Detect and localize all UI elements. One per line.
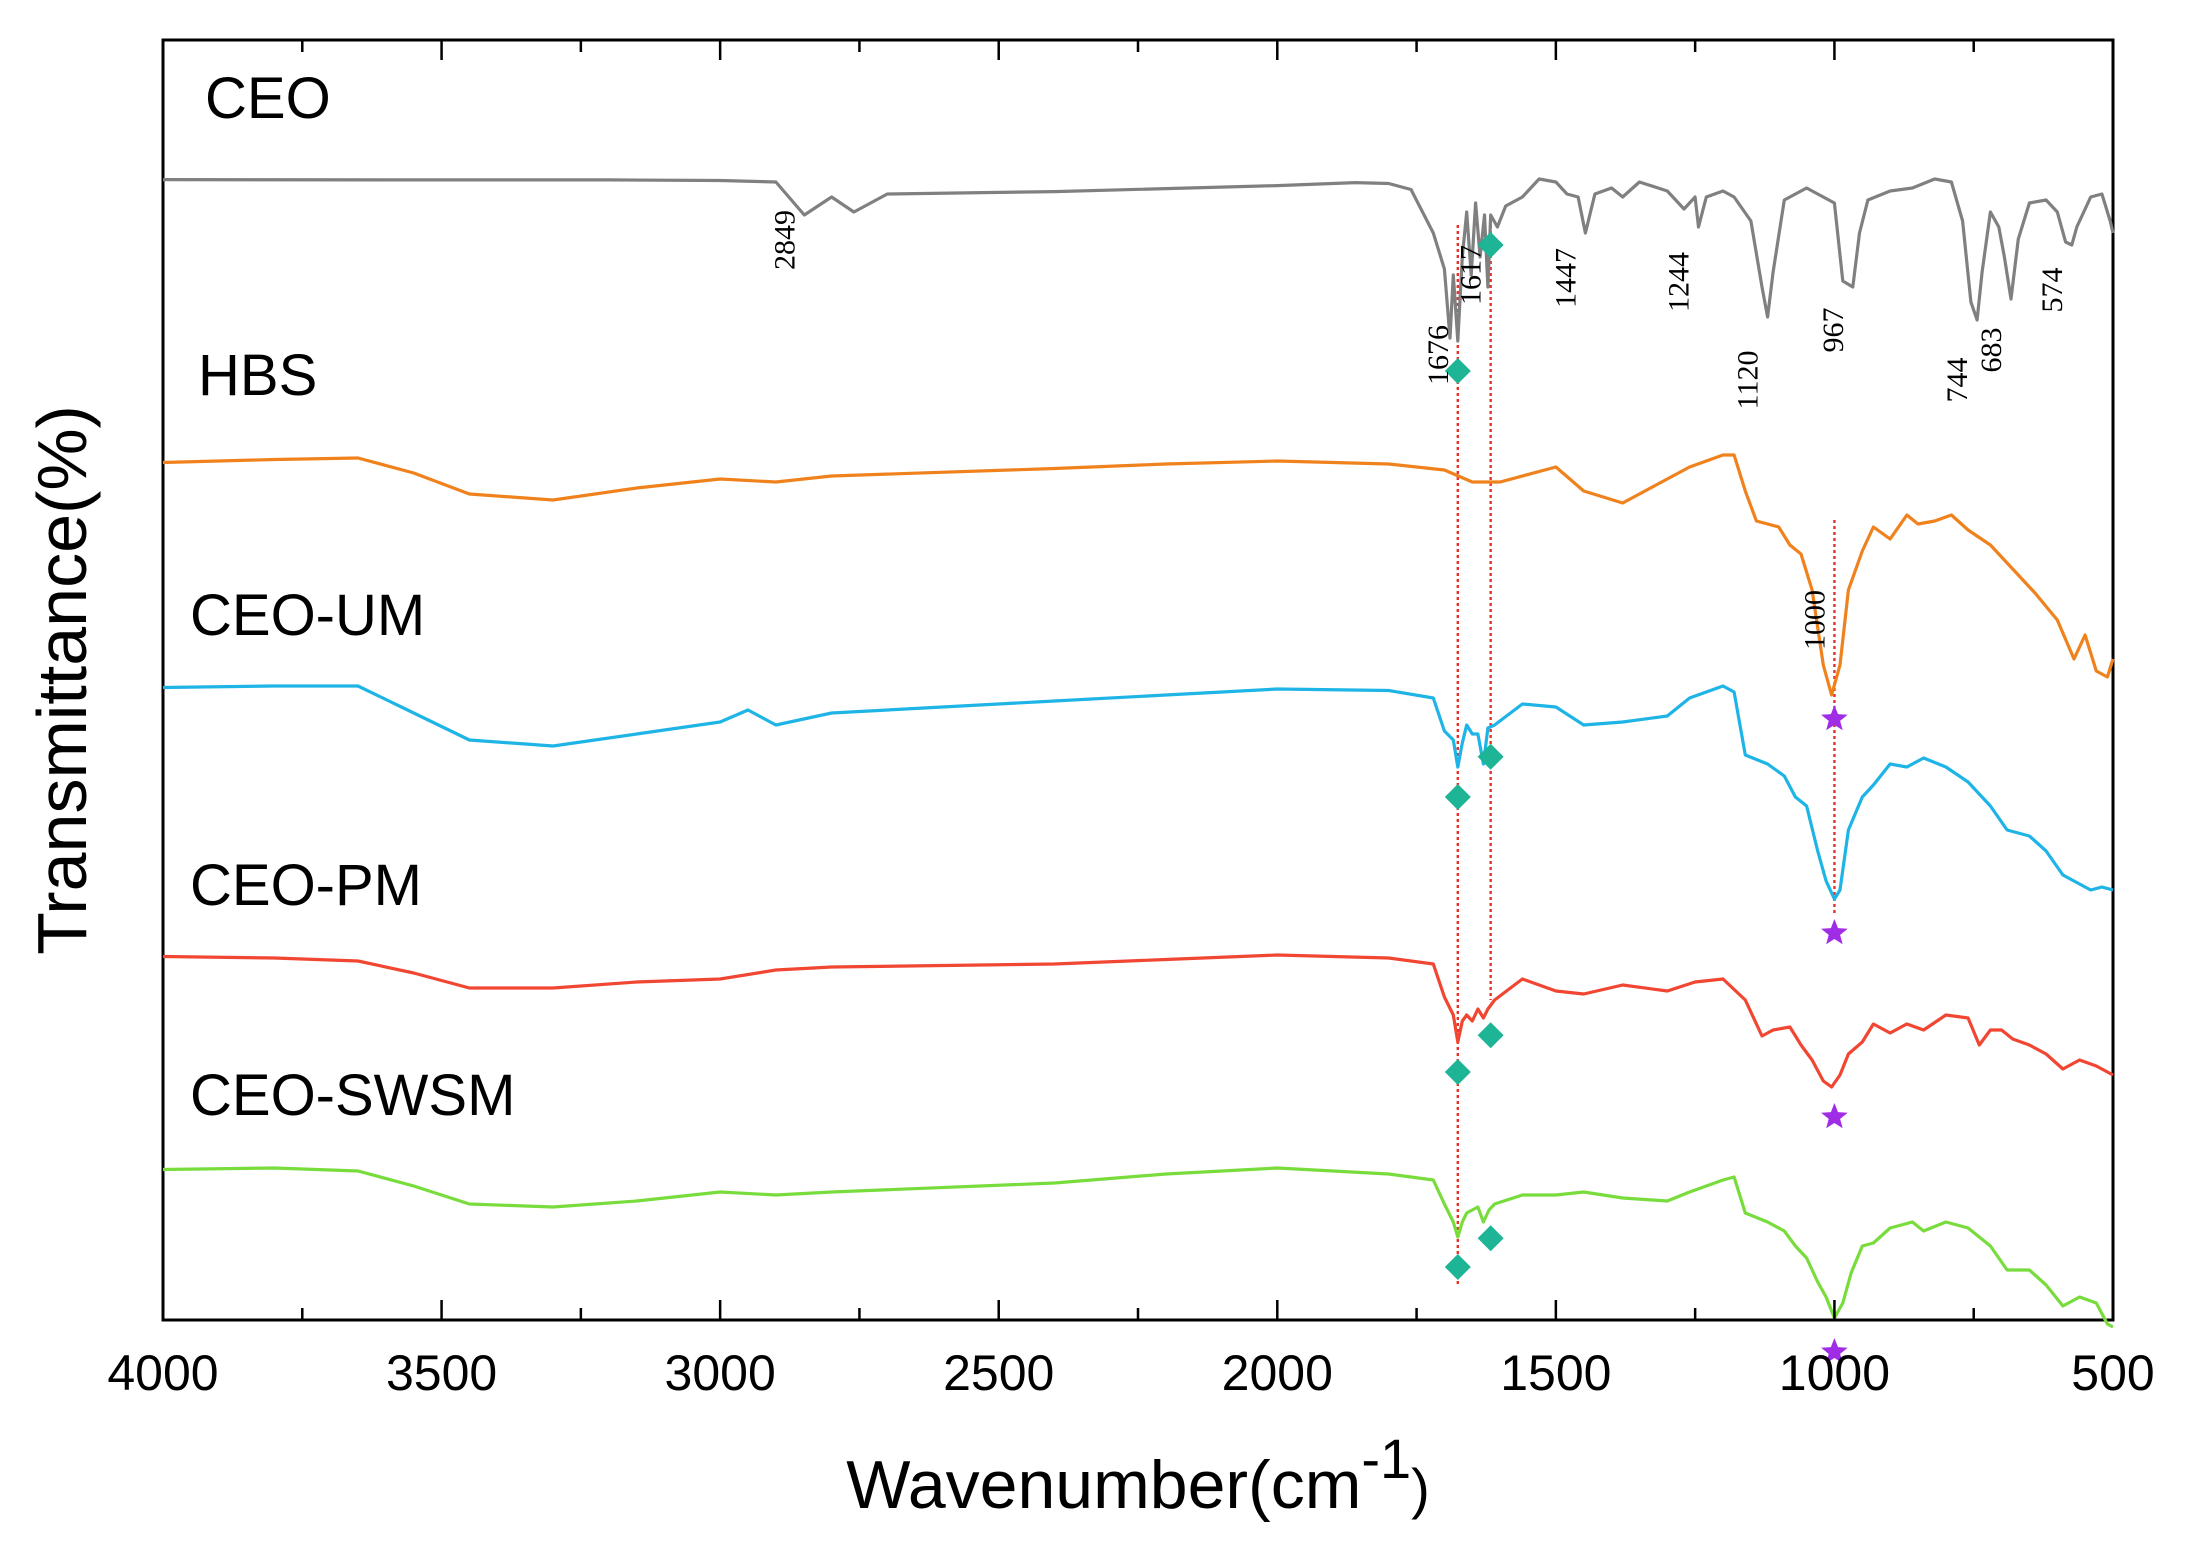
- series-line-ceo-pm: [162, 953, 2114, 1089]
- x-axis-title-main: Wavenumber(cm: [846, 1447, 1361, 1523]
- x-axis-title: Wavenumber(cm-1): [846, 1427, 1430, 1523]
- peak-label: 967: [1817, 308, 1850, 353]
- series-line-hbs: [162, 453, 2115, 697]
- x-tick-label: 4000: [107, 1345, 218, 1401]
- diamond-marker: [1444, 784, 1471, 810]
- peak-label: 2849: [768, 210, 801, 270]
- x-tick-label: 1000: [1779, 1345, 1890, 1401]
- peak-label: 683: [1975, 328, 2008, 373]
- series-group: [162, 177, 2115, 1329]
- star-marker: [1821, 919, 1848, 945]
- diamond-marker: [1444, 358, 1471, 384]
- x-tick-label: 2000: [1222, 1345, 1333, 1401]
- diamond-marker: [1477, 1022, 1504, 1049]
- series-label: HBS: [198, 343, 317, 408]
- series-line-ceo-swsm: [162, 1166, 2114, 1329]
- series-label: CEO-SWSM: [190, 1063, 515, 1128]
- x-tick-label: 1500: [1500, 1345, 1611, 1401]
- series-label: CEO-PM: [190, 853, 422, 918]
- peak-label: 1676: [1422, 325, 1455, 385]
- peak-label: 574: [2036, 268, 2069, 313]
- x-tick-label: 3500: [386, 1345, 497, 1401]
- star-marker: [1821, 1338, 1848, 1364]
- peak-label: 1447: [1549, 248, 1582, 308]
- x-axis-title-close: ): [1411, 1457, 1430, 1520]
- marker-group: [1444, 232, 1848, 1364]
- peak-label: 1000: [1798, 590, 1831, 650]
- series-label: CEO: [205, 66, 331, 131]
- plot-frame: [161, 38, 2115, 1322]
- series-line-ceo-um: [162, 684, 2114, 901]
- x-tick-label: 3000: [665, 1345, 776, 1401]
- peak-label: 1120: [1732, 351, 1765, 410]
- diamond-marker: [1477, 743, 1504, 770]
- series-line-ceo: [162, 177, 2115, 343]
- x-axis-title-superscript: -1: [1361, 1427, 1411, 1490]
- peak-label: 1244: [1662, 252, 1695, 312]
- star-marker: [1821, 705, 1848, 731]
- x-tick-label: 500: [2071, 1345, 2154, 1401]
- diamond-marker: [1477, 232, 1504, 258]
- reference-lines: [1456, 225, 1836, 1285]
- x-tick-label: 2500: [943, 1345, 1054, 1401]
- diamond-marker: [1444, 1254, 1471, 1280]
- series-label: CEO-UM: [190, 583, 425, 648]
- x-axis: 4000 3500 3000 2500 2000 1500 1000 500: [107, 40, 2155, 1401]
- diamond-marker: [1477, 1225, 1504, 1252]
- series-labels: CEO HBS CEO-UM CEO-PM CEO-SWSM: [190, 66, 515, 1128]
- peak-label: 1617: [1455, 245, 1488, 305]
- y-axis-title: Transmittance(%): [23, 405, 101, 955]
- peak-label: 744: [1941, 358, 1974, 403]
- star-marker: [1821, 1103, 1848, 1129]
- diamond-marker: [1444, 1059, 1471, 1085]
